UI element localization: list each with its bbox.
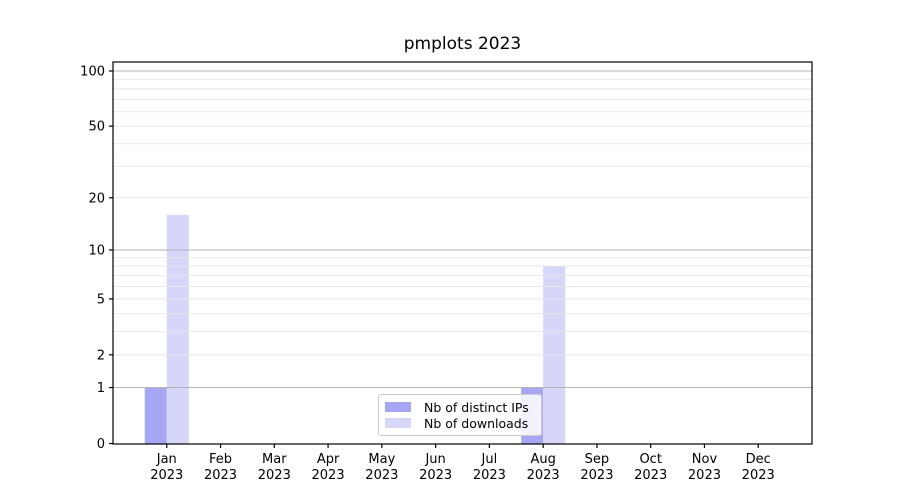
bar-distinct-ips	[144, 387, 167, 445]
x-tick-label: Jan	[156, 452, 177, 467]
legend: Nb of distinct IPs Nb of downloads	[378, 394, 542, 436]
x-tick-label-year: 2023	[258, 468, 291, 483]
y-tick-label: 0	[97, 437, 105, 452]
x-tick-label: May	[368, 452, 395, 467]
x-tick-label-year: 2023	[204, 468, 237, 483]
x-tick-label: Jul	[481, 452, 498, 467]
x-tick-label: Jun	[424, 452, 445, 467]
x-tick-label-year: 2023	[312, 468, 345, 483]
legend-label: Nb of distinct IPs	[424, 399, 529, 415]
legend-label: Nb of downloads	[424, 415, 529, 431]
x-tick-label: Dec	[746, 452, 771, 467]
plot-border	[112, 61, 813, 445]
legend-entry: Nb of downloads	[385, 415, 535, 431]
x-tick-label-year: 2023	[365, 468, 398, 483]
x-tick-label: Nov	[692, 452, 718, 467]
x-tick-label-year: 2023	[634, 468, 667, 483]
x-tick-label: Aug	[530, 452, 555, 467]
x-tick-label-year: 2023	[150, 468, 183, 483]
x-tick-label: Apr	[317, 452, 340, 467]
bar-downloads	[166, 214, 189, 445]
legend-swatch-distinct-ips	[385, 402, 411, 412]
x-tick-label-year: 2023	[688, 468, 721, 483]
legend-swatch-downloads	[385, 418, 411, 428]
y-tick-label: 5	[97, 292, 105, 307]
x-tick-label: Mar	[262, 452, 287, 467]
y-tick-label: 2	[97, 348, 105, 363]
y-tick-label: 100	[80, 65, 105, 80]
legend-entry: Nb of distinct IPs	[385, 399, 535, 415]
x-tick-label: Feb	[209, 452, 232, 467]
x-tick-label-year: 2023	[580, 468, 613, 483]
y-tick-label: 20	[88, 191, 105, 206]
x-tick-label-year: 2023	[473, 468, 506, 483]
x-tick-label-year: 2023	[742, 468, 775, 483]
y-tick-label: 1	[97, 381, 105, 396]
y-tick-label: 50	[88, 120, 105, 135]
chart-title: pmplots 2023	[403, 34, 522, 54]
y-tick-label: 10	[88, 243, 105, 258]
x-tick-label-year: 2023	[527, 468, 560, 483]
x-tick-label: Sep	[585, 452, 610, 467]
x-tick-label: Oct	[639, 452, 661, 467]
x-tick-label-year: 2023	[419, 468, 452, 483]
